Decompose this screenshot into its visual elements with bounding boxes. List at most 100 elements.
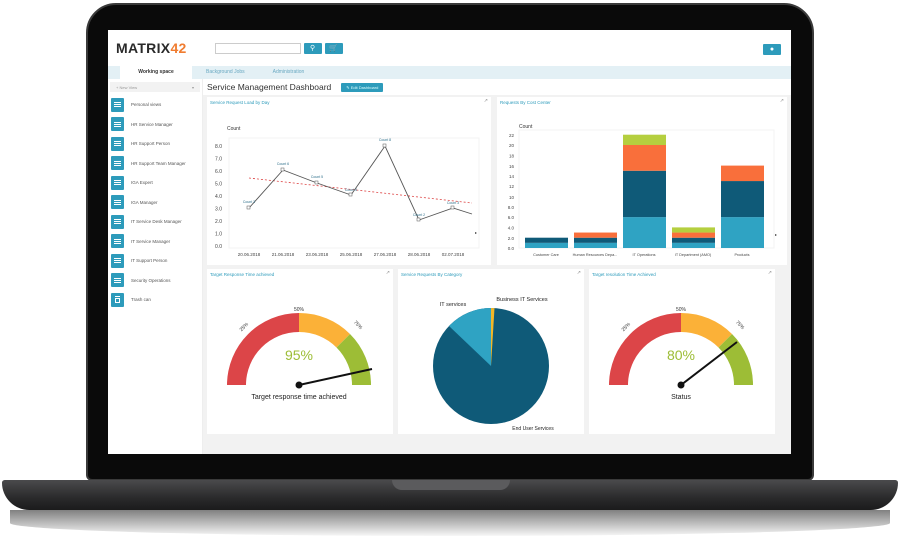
pie-chart: IT services Business IT Services End Use…: [433, 297, 554, 432]
svg-text:▸: ▸: [775, 232, 777, 237]
svg-text:5.0: 5.0: [215, 182, 222, 188]
sidebar-item-it-service-desk-manager[interactable]: IT Service Desk Manager: [108, 212, 202, 232]
svg-text:20.06.2018: 20.06.2018: [238, 252, 261, 257]
trash-icon: [111, 292, 124, 307]
svg-text:02.07.2018: 02.07.2018: [442, 252, 465, 257]
svg-text:Products: Products: [735, 253, 750, 257]
svg-text:Human Resources Depa...: Human Resources Depa...: [573, 253, 618, 257]
gauge-resolution-panel: Target resolution Time Achieved ↗ 50% 25…: [589, 269, 775, 434]
svg-text:6.0: 6.0: [508, 215, 515, 220]
page-title: Service Management Dashboard: [207, 82, 332, 92]
panel-title: Service Requests By Category: [401, 272, 463, 277]
svg-text:4.0: 4.0: [508, 226, 515, 231]
search-icon: ⚲: [310, 45, 316, 52]
sidebar: + New View ▾ Personal views HR Service M…: [108, 79, 203, 454]
view-icon: [111, 175, 124, 190]
cart-icon: 🛒: [329, 45, 338, 52]
svg-text:Count 6: Count 6: [277, 162, 289, 166]
sidebar-item-security-operations[interactable]: Security Operations: [108, 271, 202, 291]
pie-chart-panel: Service Requests By Category ↗ IT servic…: [398, 269, 584, 434]
svg-text:25.06.2018: 25.06.2018: [340, 252, 363, 257]
svg-text:▸: ▸: [475, 230, 477, 235]
svg-text:Count: Count: [227, 126, 241, 132]
svg-text:End User Services: End User Services: [512, 426, 554, 430]
screen: MATRIX42 ⚲ 🛒 ● Working space Background …: [108, 30, 791, 454]
pencil-icon: ✎: [346, 84, 350, 90]
svg-text:75%: 75%: [352, 320, 364, 332]
view-icon: [111, 156, 124, 171]
tab-background-jobs[interactable]: Background Jobs: [206, 69, 245, 75]
svg-text:50%: 50%: [676, 307, 687, 313]
logo: MATRIX42: [116, 40, 187, 56]
view-icon: [111, 234, 124, 249]
expand-icon[interactable]: ↗: [576, 270, 581, 276]
laptop-shadow: [10, 510, 890, 536]
sidebar-item-trash-can[interactable]: Trash can: [108, 290, 202, 310]
svg-text:3.0: 3.0: [215, 207, 222, 213]
sidebar-item-personal-views[interactable]: Personal views: [108, 95, 202, 115]
panel-title: Requests By Cost Center: [500, 100, 551, 105]
tab-bar: Working space Background Jobs Administra…: [108, 66, 791, 79]
search-button[interactable]: ⚲: [303, 42, 322, 54]
svg-text:80%: 80%: [667, 347, 695, 363]
svg-text:Count 3: Count 3: [447, 201, 459, 205]
tab-administration[interactable]: Administration: [272, 69, 305, 75]
svg-text:95%: 95%: [285, 347, 313, 363]
sidebar-item-iga-expert[interactable]: IGA Expert: [108, 173, 202, 193]
sidebar-item-hr-support-team-manager[interactable]: HR Support Team Manager: [108, 154, 202, 174]
view-icon: [111, 195, 124, 210]
sidebar-item-iga-manager[interactable]: IGA Manager: [108, 193, 202, 213]
line-chart: Count 0.0 1.0 2.0 3.0 4.0 5.0 6.0 7.0 8.0: [215, 126, 480, 257]
app-header: MATRIX42 ⚲ 🛒 ●: [108, 30, 791, 66]
bar-chart: Count 0.0 2.0 4.0 6.0 8.0 10 12 14 16 18 20 22: [508, 124, 777, 257]
svg-text:IT Operations: IT Operations: [633, 253, 656, 257]
svg-text:IT Department (AMO): IT Department (AMO): [675, 253, 712, 257]
svg-text:12: 12: [509, 184, 515, 189]
svg-text:27.06.2018: 27.06.2018: [374, 252, 397, 257]
svg-text:Business IT Services: Business IT Services: [496, 297, 548, 303]
plus-icon: +: [116, 84, 119, 90]
view-icon: [111, 136, 124, 151]
expand-icon[interactable]: ↗: [483, 98, 488, 104]
tab-working-space[interactable]: Working space: [120, 66, 192, 79]
expand-icon[interactable]: ↗: [385, 270, 390, 276]
svg-text:8.0: 8.0: [215, 144, 222, 150]
svg-text:23.06.2018: 23.06.2018: [306, 252, 329, 257]
svg-text:18: 18: [509, 154, 515, 159]
dashboard: Service Management Dashboard ✎ Edit Dash…: [203, 79, 791, 454]
new-view-dropdown[interactable]: + New View ▾: [110, 82, 200, 92]
svg-text:Count 8: Count 8: [379, 138, 391, 142]
cart-button[interactable]: 🛒: [324, 42, 343, 54]
svg-text:28.06.2018: 28.06.2018: [408, 252, 431, 257]
expand-icon[interactable]: ↗: [779, 98, 784, 104]
search-input[interactable]: [214, 42, 301, 54]
svg-text:Count 5: Count 5: [311, 175, 323, 179]
gauge-chart: 50% 25% 75% 80% Status: [609, 307, 754, 401]
view-icon: [111, 117, 124, 132]
svg-text:25%: 25%: [239, 321, 251, 333]
svg-text:50%: 50%: [294, 307, 305, 313]
view-icon: [111, 273, 124, 288]
sidebar-item-it-service-manager[interactable]: IT Service Manager: [108, 232, 202, 252]
line-chart-panel: Service Request Load by Day ↗ Count 0.0 1…: [207, 97, 491, 265]
svg-text:7.0: 7.0: [215, 157, 222, 163]
svg-text:22: 22: [509, 133, 515, 138]
panel-title: Service Request Load by Day: [210, 100, 270, 105]
svg-text:Customer Care: Customer Care: [533, 253, 559, 257]
svg-text:Count 3: Count 3: [243, 200, 255, 204]
svg-text:Count 2: Count 2: [413, 213, 425, 217]
expand-icon[interactable]: ↗: [767, 270, 772, 276]
sidebar-item-it-support-person[interactable]: IT Support Person: [108, 251, 202, 271]
gauge-response-panel: Target Response Time achieved ↗ 50% 25% …: [207, 269, 393, 434]
user-button[interactable]: ●: [763, 44, 781, 55]
sidebar-item-hr-support-person[interactable]: HR Support Person: [108, 134, 202, 154]
svg-text:4.0: 4.0: [215, 194, 222, 200]
view-icon: [111, 214, 124, 229]
sidebar-item-hr-service-manager[interactable]: HR Service Manager: [108, 115, 202, 135]
edit-dashboard-button[interactable]: ✎ Edit Dashboard: [341, 82, 384, 92]
panel-title: Target Response Time achieved: [210, 272, 275, 277]
svg-text:25%: 25%: [621, 321, 633, 333]
svg-text:2.0: 2.0: [215, 219, 222, 225]
svg-text:6.0: 6.0: [215, 169, 222, 175]
